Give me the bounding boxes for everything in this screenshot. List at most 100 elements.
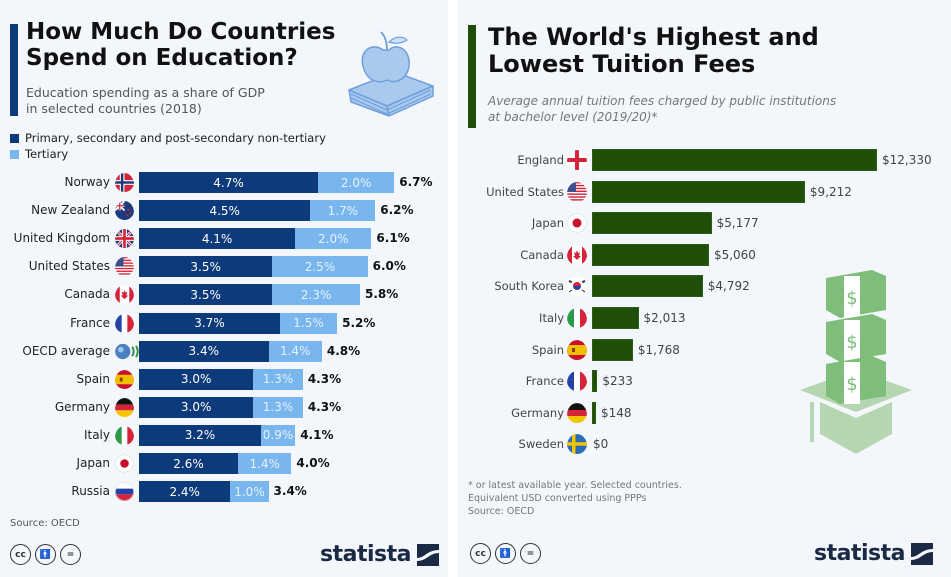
flag-new-zealand-icon (115, 201, 134, 224)
category-label: Canada (64, 287, 110, 302)
bar-value-label: 3.2% (184, 428, 216, 443)
legend-swatch (10, 133, 19, 143)
bar-value-label: 1.4% (249, 456, 280, 471)
category-label: Japan (531, 216, 564, 231)
bar-segment-tertiary: 2.3% (272, 284, 360, 306)
chart-title: How Much Do Countries Spend on Education… (26, 19, 335, 72)
fee-value-label: $5,177 (716, 216, 759, 231)
bar-value-label: 1.3% (262, 372, 294, 387)
category-label: Italy (539, 311, 564, 325)
bar-segment-primary: 3.2% (139, 424, 261, 446)
apple-on-book-icon (343, 28, 438, 123)
legend-item-tertiary: Tertiary (10, 146, 326, 162)
flag-south-korea-icon (567, 276, 587, 300)
bar-value-label: 3.0% (180, 400, 212, 415)
fee-value-label: $9,212 (809, 184, 852, 199)
title-line-1: The World's Highest and (488, 23, 819, 51)
bar-value-label: 2.6% (173, 456, 204, 471)
bar-segment-tertiary: 2.0% (318, 172, 395, 193)
flag-sweden-icon (567, 434, 587, 458)
bar-value-label: 3.7% (194, 316, 225, 330)
oecd-logo-icon (114, 342, 141, 365)
fee-bar (592, 275, 703, 298)
category-label: OECD average (22, 343, 110, 358)
category-label: Spain (531, 342, 564, 357)
flag-russia-icon (115, 482, 134, 505)
flag-italy-icon (115, 425, 134, 449)
flag-uk-icon (115, 229, 134, 252)
flag-germany-icon (115, 397, 134, 421)
title-line-2: Spend on Education? (26, 44, 298, 71)
svg-text:$: $ (846, 374, 857, 395)
money-stacks-graduation-cap-icon: $ $ $ (796, 262, 916, 462)
fee-bar (592, 180, 805, 203)
flag-canada-icon (115, 285, 134, 308)
flag-france-icon (115, 313, 134, 337)
bar-total-label: 4.3% (307, 399, 342, 414)
statista-mark-icon (910, 542, 933, 565)
cc-icon: cc (10, 544, 31, 565)
chart-legend: Primary, secondary and post-secondary no… (10, 130, 326, 162)
bar-segment-tertiary: 2.5% (272, 256, 368, 278)
fee-value-label: $12,330 (882, 153, 932, 167)
flag-canada-icon (567, 244, 587, 269)
flag-england-icon (567, 150, 587, 174)
legend-swatch (10, 149, 19, 159)
svg-text:$: $ (846, 288, 857, 309)
education-spending-infographic: How Much Do Countries Spend on Education… (0, 0, 448, 577)
bar-value-label: 4.7% (213, 175, 244, 190)
bar-total-label: 3.4% (273, 484, 307, 499)
flag-us-icon (115, 257, 134, 280)
svg-text:$: $ (846, 332, 857, 353)
source-note: Source: OECD (10, 518, 80, 529)
category-label: United Kingdom (13, 231, 110, 246)
category-label: United States (28, 259, 110, 274)
bar-segment-tertiary: 1.4% (238, 453, 292, 474)
chart-subtitle: Education spending as a share of GDP in … (26, 85, 326, 118)
bar-segment-tertiary: 1.5% (279, 312, 338, 334)
bar-segment-tertiary: 1.4% (268, 340, 322, 362)
flag-japan-icon (567, 213, 587, 237)
footnote: * or latest available year. Selected cou… (468, 480, 682, 518)
legend-label: Primary, secondary and post-secondary no… (25, 131, 326, 145)
bar-value-label: 2.0% (340, 175, 372, 190)
bar-segment-primary: 2.6% (139, 453, 239, 474)
fee-bar (592, 307, 639, 329)
nd-icon: = (520, 543, 541, 564)
bar-total-label: 4.8% (326, 343, 361, 358)
bar-total-label: 6.2% (380, 203, 414, 218)
flag-germany-icon (567, 402, 587, 427)
subtitle-line-2: at bachelor level (2019/20)* (488, 109, 658, 124)
bar-total-label: 4.0% (296, 456, 330, 470)
flag-france-icon (567, 371, 587, 395)
logo-text: statista (814, 541, 905, 566)
by-icon: 🚹 (35, 544, 56, 565)
bar-value-label: 3.4% (188, 344, 220, 359)
statista-logo: statista (814, 541, 933, 566)
category-label: France (525, 374, 564, 389)
bar-segment-tertiary: 1.0% (230, 481, 269, 503)
bar-segment-tertiary: 1.3% (253, 368, 303, 390)
bar-segment-primary: 3.0% (139, 396, 254, 418)
fee-bar (592, 243, 709, 266)
bar-value-label: 1.4% (279, 344, 311, 359)
category-label: Germany (511, 405, 564, 420)
bar-value-label: 2.3% (300, 287, 332, 302)
footnote-line-2: Equivalent USD converted using PPPs (468, 492, 647, 504)
bar-value-label: 2.5% (304, 259, 336, 274)
fee-bar (592, 338, 633, 361)
title-accent-bar (468, 25, 476, 128)
fee-value-label: $4,792 (707, 279, 750, 294)
cc-icon: cc (470, 543, 491, 564)
fee-value-label: $2,013 (643, 311, 686, 325)
title-accent-bar (10, 24, 18, 116)
flag-spain-icon (115, 369, 134, 393)
source-note: Source: OECD (468, 505, 535, 517)
bar-segment-primary: 2.4% (139, 481, 231, 503)
flag-spain-icon (567, 339, 587, 364)
statista-mark-icon (416, 543, 439, 566)
bar-segment-tertiary: 1.7% (310, 200, 376, 222)
bar-value-label: 3.5% (190, 287, 221, 302)
fee-value-label: $233 (602, 374, 633, 389)
category-label: Germany (54, 399, 110, 414)
